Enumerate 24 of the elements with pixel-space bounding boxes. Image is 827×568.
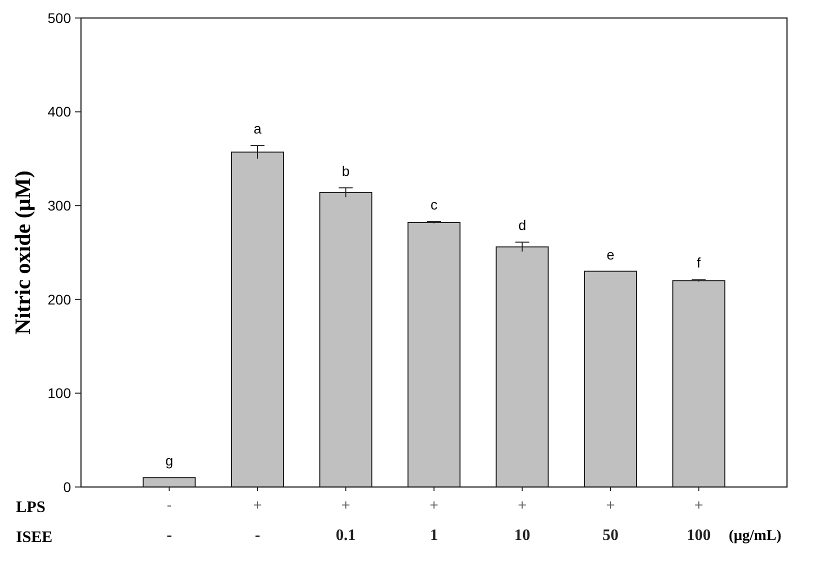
y-tick-label: 200 bbox=[48, 291, 72, 308]
text: ISEE bbox=[16, 529, 52, 546]
x-tick-label: + - bbox=[253, 497, 262, 544]
y-axis-title: Nitric oxide (μM) bbox=[10, 170, 35, 334]
y-tick-label: 300 bbox=[48, 198, 72, 214]
y-tick-label: 400 bbox=[48, 104, 72, 120]
x-tick-label: + 50 bbox=[602, 497, 618, 544]
x-tick-label: - - bbox=[166, 497, 172, 544]
data-label: d bbox=[518, 217, 526, 234]
y-tick-label: 500 bbox=[48, 10, 72, 26]
x-tick-label: + 0.1 bbox=[336, 497, 356, 544]
data-label: c bbox=[430, 196, 438, 213]
text: LPS bbox=[16, 499, 46, 516]
y-tick-label: 0 bbox=[63, 478, 72, 495]
x-tick-label: + 10 bbox=[514, 497, 530, 544]
y-tick-label: 100 bbox=[48, 385, 72, 402]
data-label: b bbox=[342, 162, 350, 179]
data-label: e bbox=[606, 246, 615, 262]
x-tick-label: + 100 bbox=[686, 497, 711, 544]
x-axis-title: (μg/mL) bbox=[728, 528, 782, 544]
x-tick-label: + 1 bbox=[430, 497, 439, 544]
data-label: f bbox=[696, 254, 701, 271]
data-label: g bbox=[165, 452, 174, 469]
data-label: a bbox=[254, 120, 262, 137]
